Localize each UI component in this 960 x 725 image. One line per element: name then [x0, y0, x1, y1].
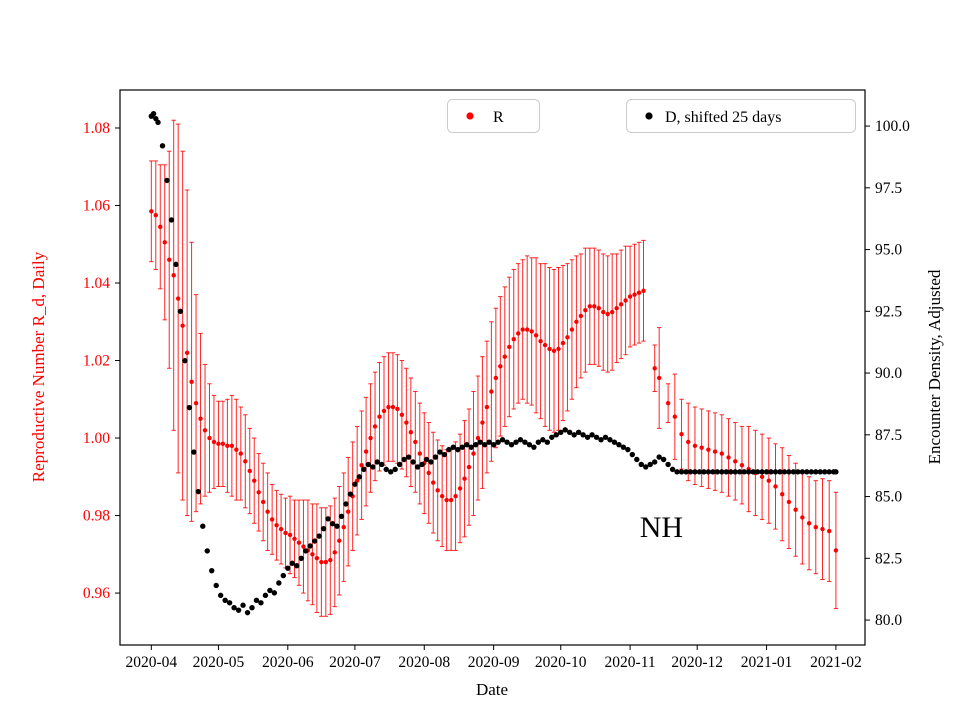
x-tick-label: 2020-12	[671, 654, 723, 671]
legend-r-label: R	[493, 109, 504, 126]
y-left-tick-label: 1.06	[83, 197, 110, 214]
x-tick-label: 2020-10	[535, 654, 587, 671]
x-tick-label: 2020-11	[605, 654, 656, 671]
plot-area	[120, 90, 865, 645]
y-right-tick-label: 95.0	[875, 242, 902, 259]
x-tick-label: 2020-05	[193, 654, 245, 671]
y-right-tick-label: 82.5	[875, 550, 902, 567]
y-left-tick-label: 1.04	[83, 275, 110, 292]
data-marks	[148, 111, 839, 617]
legend-d-label: D, shifted 25 days	[665, 109, 781, 126]
y-right-tick-label: 100.0	[875, 118, 910, 135]
y-left-tick-label: 1.08	[83, 120, 110, 137]
x-axis-label: Date	[476, 680, 508, 699]
legend-r-marker-icon	[466, 112, 474, 120]
x-tick-label: 2020-06	[262, 654, 314, 671]
x-tick-label: 2020-08	[398, 654, 450, 671]
legend-d-box	[626, 99, 856, 133]
y-right-tick-label: 97.5	[875, 180, 902, 197]
axes-ticks: 2020-04 2020-05 2020-06 2020-07 2020-08 2020-…	[83, 118, 910, 671]
axes-frame	[119, 89, 866, 646]
x-tick-label: 2020-07	[329, 654, 381, 671]
y-left-tick-label: 1.00	[83, 430, 110, 447]
legend-d-marker-icon	[645, 112, 653, 120]
legend-r: R	[447, 99, 540, 133]
series-points-r	[149, 209, 839, 565]
annotation-region-label: NH	[640, 511, 683, 544]
legend-r-box	[447, 99, 540, 133]
y-axis-label-right: Encounter Density, Adjusted	[925, 269, 944, 464]
x-tick-label: 2021-01	[741, 654, 793, 671]
x-tick-label: 2020-04	[125, 654, 177, 671]
y-axis-label-left: Reproductive Number R_d, Daily	[29, 251, 48, 482]
y-left-tick-label: 0.96	[83, 585, 110, 602]
y-right-tick-label: 85.0	[875, 489, 902, 506]
y-right-tick-label: 92.5	[875, 303, 902, 320]
x-tick-label: 2021-02	[810, 654, 862, 671]
y-right-tick-label: 80.0	[875, 612, 902, 629]
y-right-tick-label: 87.5	[875, 427, 902, 444]
y-left-tick-label: 1.02	[83, 353, 110, 370]
x-tick-label: 2020-09	[468, 654, 520, 671]
series-points-d	[148, 111, 839, 616]
legend-d: D, shifted 25 days	[626, 99, 856, 133]
y-left-tick-label: 0.98	[83, 508, 110, 525]
y-right-tick-label: 90.0	[875, 365, 902, 382]
